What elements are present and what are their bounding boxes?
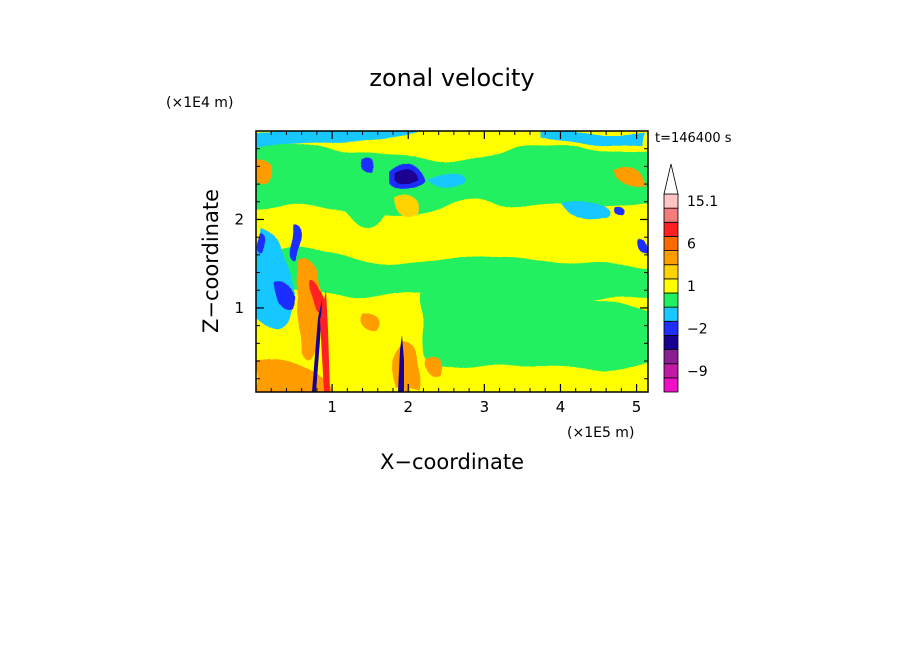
- colorbar-label: −2: [687, 321, 708, 337]
- colorbar-swatch: [663, 306, 679, 322]
- colorbar-swatch: [663, 363, 679, 379]
- colorbar-swatch: [663, 264, 679, 280]
- heatmap-field: [256, 131, 648, 392]
- colorbar-label: 6: [687, 237, 696, 253]
- x-axis-label: X−coordinate: [380, 450, 524, 474]
- colorbar-swatch: [663, 193, 679, 209]
- colorbar-swatch: [663, 250, 679, 266]
- colorbar-swatch: [663, 207, 679, 223]
- colorbar-label: −9: [687, 364, 708, 380]
- y-tick-label: 1: [234, 299, 244, 317]
- y-unit-label: (×1E4 m): [166, 95, 233, 111]
- colorbar-swatch: [663, 320, 679, 336]
- x-unit-label: (×1E5 m): [567, 425, 634, 441]
- colorbar-top-arrow: [663, 163, 679, 195]
- colorbar-swatch: [663, 236, 679, 251]
- colorbar-swatch: [663, 349, 679, 365]
- colorbar-swatch: [663, 292, 679, 308]
- colorbar: −9 −2 1 6 15.1: [663, 163, 718, 393]
- colorbar-swatch: [663, 335, 679, 350]
- x-tick-label: 2: [403, 398, 413, 416]
- colorbar-swatch: [663, 377, 679, 393]
- colorbar-label: 1: [687, 279, 696, 295]
- y-axis-label: Z−coordinate: [199, 189, 223, 333]
- axes: 1 2 3 4 5 1 2: [234, 131, 648, 416]
- colorbar-swatch: [663, 221, 679, 237]
- x-tick-label: 5: [632, 398, 642, 416]
- y-tick-label: 2: [234, 210, 244, 228]
- time-label: t=146400 s: [655, 131, 732, 146]
- x-tick-label: 1: [327, 398, 337, 416]
- colorbar-label: 15.1: [687, 194, 718, 210]
- x-tick-label: 3: [480, 398, 490, 416]
- chart-title: zonal velocity: [369, 64, 534, 92]
- colorbar-swatch: [663, 278, 679, 294]
- x-tick-label: 4: [556, 398, 566, 416]
- plot-frame: [255, 130, 649, 393]
